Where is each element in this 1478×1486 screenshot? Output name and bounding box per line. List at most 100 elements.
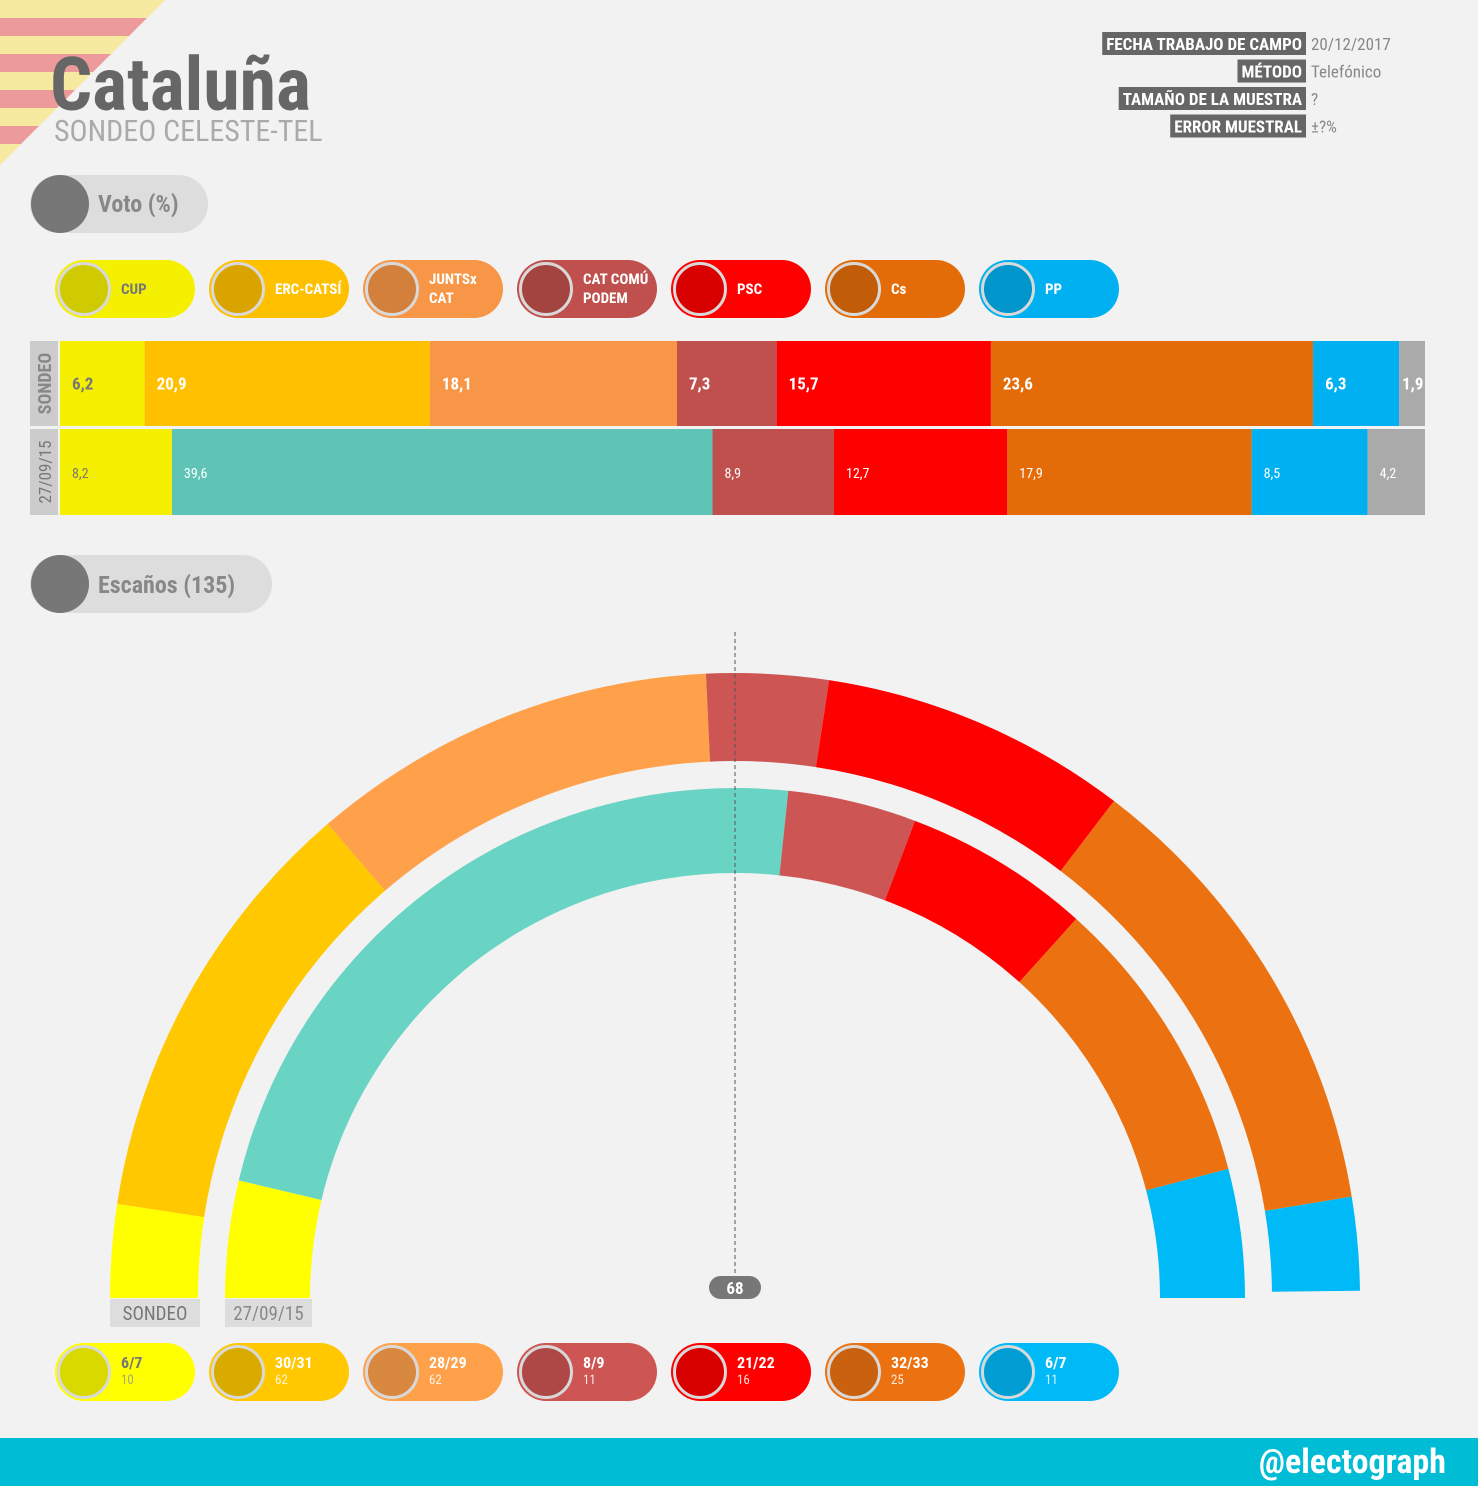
field-value: ?: [1311, 90, 1318, 110]
seat-arc: [117, 823, 386, 1218]
legend-item: JUNTSx CAT: [363, 260, 503, 318]
vote-bar: [712, 429, 834, 515]
seat-arc: [1264, 1196, 1360, 1292]
vote-bar: [429, 341, 677, 426]
field-value: 20/12/2017: [1311, 35, 1391, 55]
seat-range: 32/33: [891, 1353, 929, 1372]
ring-label-bg: [110, 1299, 200, 1327]
field-label: FECHA TRABAJO DE CAMPO: [1106, 35, 1302, 55]
legend-label: Cs: [891, 279, 907, 298]
vote-label: 8,2: [72, 466, 89, 482]
legend-label: CAT COMÚ PODEM: [583, 270, 649, 307]
legend-item: PSC: [671, 260, 811, 318]
field-label: ERROR MUESTRAL: [1174, 118, 1302, 138]
vote-label: 23,6: [1003, 375, 1033, 395]
seat-legend-text: 6/7 10: [121, 1354, 142, 1390]
ring-label: 27/09/15: [233, 1302, 303, 1325]
vote-label: 7,3: [689, 375, 710, 395]
legend-item: CAT COMÚ PODEM: [517, 260, 657, 318]
section-pill: [30, 555, 272, 613]
party-logo: [519, 1345, 573, 1399]
legend-item: ERC-CATSÍ: [209, 260, 349, 318]
seat-legend-item: 6/7 10: [55, 1343, 195, 1401]
seat-arc-previous: [779, 790, 915, 901]
field-value: ±?%: [1311, 118, 1337, 138]
subtitle: SONDEO CELESTE-TEL: [54, 114, 323, 149]
legend-item: PP: [979, 260, 1119, 318]
vote-bar: [990, 341, 1314, 426]
vote-label: 1,9: [1402, 375, 1423, 395]
seat-previous: 11: [583, 1373, 596, 1388]
seat-legend-item: 21/22 16: [671, 1343, 811, 1401]
party-logo: [57, 1345, 111, 1399]
legend-item: Cs: [825, 260, 965, 318]
section-icon: [31, 555, 89, 613]
seat-legend-text: 8/9 11: [583, 1354, 604, 1390]
field-label: TAMAÑO DE LA MUESTRA: [1123, 90, 1302, 110]
vote-label: 8,9: [724, 466, 741, 482]
field-label-bg: [1102, 32, 1306, 55]
party-logo: [827, 1345, 881, 1399]
vote-label: 8,5: [1264, 466, 1281, 482]
legend-item: CUP: [55, 260, 195, 318]
party-logo: [673, 1345, 727, 1399]
vote-label: 39,6: [184, 466, 208, 482]
vote-label: 12,7: [846, 466, 870, 482]
vote-label: 6,2: [72, 375, 93, 395]
seat-previous: 25: [891, 1373, 904, 1388]
seat-legend-item: 8/9 11: [517, 1343, 657, 1401]
field-label-bg: [1118, 87, 1306, 110]
vote-bar: [1313, 341, 1400, 426]
seat-legend-item: 28/29 62: [363, 1343, 503, 1401]
row-label: 27/09/15: [36, 441, 56, 504]
seat-previous: 11: [1045, 1373, 1058, 1388]
row-label-bg: [30, 341, 58, 426]
seat-arc-previous: [1019, 918, 1229, 1191]
seat-legend-text: 32/33 25: [891, 1354, 929, 1390]
seat-arc: [705, 673, 830, 768]
row-label: SONDEO: [35, 353, 56, 415]
vote-label: 18,1: [442, 375, 472, 395]
seat-arc: [110, 1203, 205, 1298]
party-logo: [365, 1345, 419, 1399]
field-label: MÉTODO: [1241, 63, 1302, 83]
party-logo: [827, 262, 881, 316]
vote-bar: [833, 429, 1008, 515]
seat-arc-previous: [225, 1180, 322, 1298]
row-label-bg: [30, 429, 58, 515]
seat-legend-item: 6/7 11: [979, 1343, 1119, 1401]
section-icon: [31, 175, 89, 233]
seat-arc: [1060, 801, 1352, 1211]
seat-legend-item: 30/31 62: [209, 1343, 349, 1401]
seat-arc: [327, 673, 711, 891]
seat-range: 30/31: [275, 1353, 313, 1372]
legend-label: CUP: [121, 279, 147, 298]
section-title: Voto (%): [98, 190, 179, 218]
ring-label: SONDEO: [123, 1302, 188, 1325]
vote-bar: [60, 341, 145, 426]
party-logo: [57, 262, 111, 316]
field-label-bg: [1237, 59, 1306, 83]
vote-bar: [1399, 341, 1425, 426]
vote-bar: [60, 429, 172, 515]
vote-label: 4,2: [1380, 466, 1397, 482]
seat-arc-previous: [884, 820, 1077, 983]
ring-label-bg: [225, 1299, 312, 1327]
seat-legend-item: 32/33 25: [825, 1343, 965, 1401]
seat-legend-text: 21/22 16: [737, 1354, 775, 1390]
legend-label: JUNTSx CAT: [429, 270, 477, 307]
party-logo: [211, 262, 265, 316]
seat-range: 8/9: [583, 1353, 605, 1372]
field-value: Telefónico: [1311, 63, 1381, 83]
footer: @electograph: [1259, 1442, 1446, 1482]
seat-previous: 16: [737, 1373, 750, 1388]
seat-legend-text: 28/29 62: [429, 1354, 467, 1390]
party-logo: [981, 262, 1035, 316]
field-label-bg: [1170, 114, 1306, 138]
vote-bar: [776, 341, 991, 426]
seat-range: 28/29: [429, 1353, 467, 1372]
title: Cataluña: [50, 42, 311, 129]
seat-previous: 10: [121, 1373, 134, 1388]
